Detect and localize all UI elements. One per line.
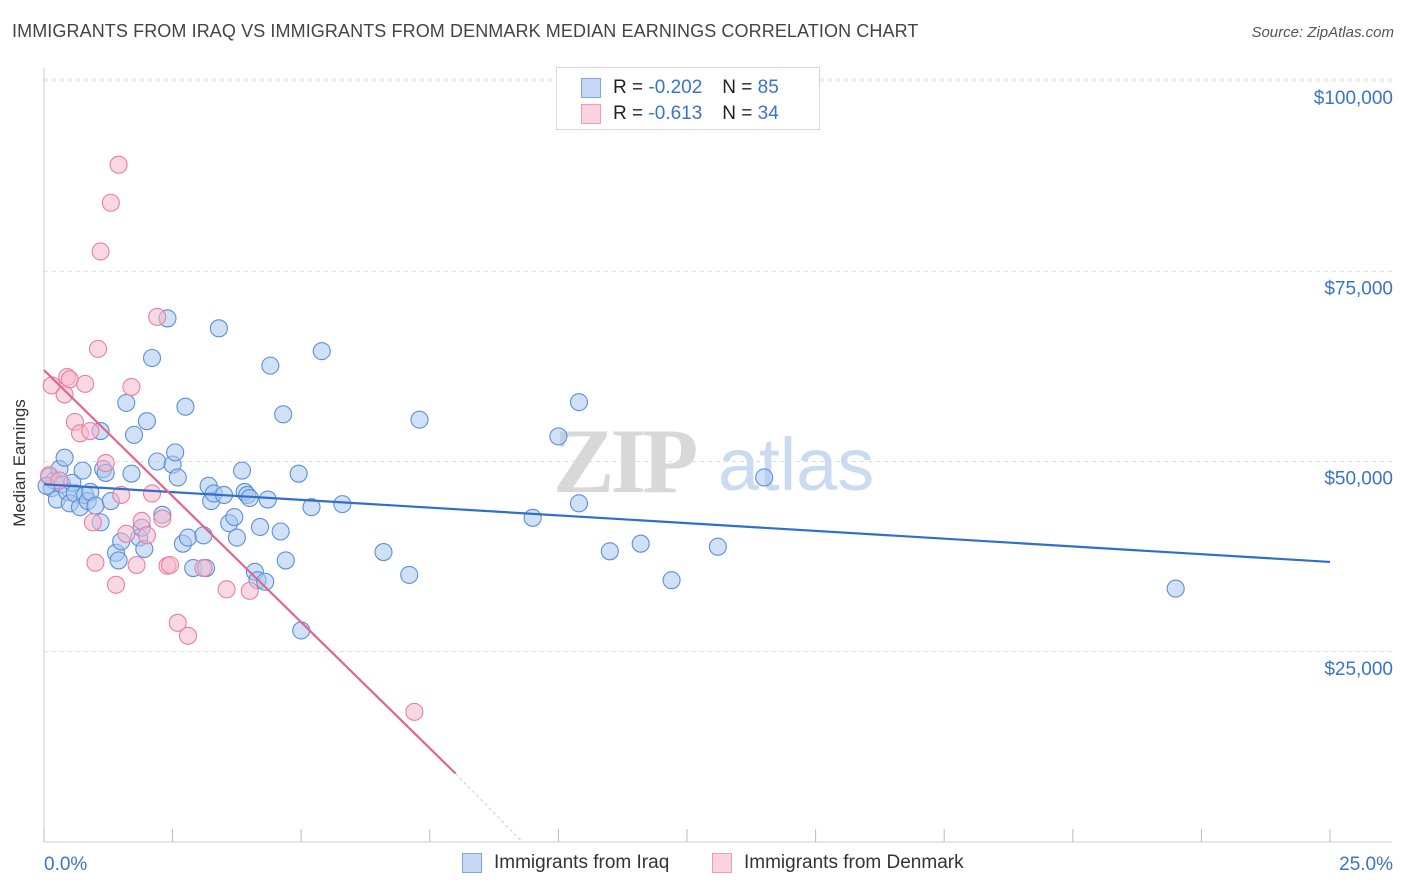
data-point-denmark xyxy=(102,194,119,211)
data-point-denmark xyxy=(87,554,104,571)
data-point-denmark xyxy=(128,556,145,573)
data-point-iraq xyxy=(228,529,245,546)
data-point-denmark xyxy=(154,510,171,527)
data-point-iraq xyxy=(313,343,330,360)
y-tick-label: $100,000 xyxy=(1314,88,1393,109)
data-point-denmark xyxy=(162,556,179,573)
data-point-iraq xyxy=(550,428,567,445)
data-point-iraq xyxy=(275,406,292,423)
n-label: N = xyxy=(722,77,752,99)
scatter-plot: ZIP atlas$25,000$50,000$75,000$100,0000.0… xyxy=(0,0,1406,892)
legend-item-iraq[interactable]: Immigrants from Iraq xyxy=(462,852,669,874)
data-point-denmark xyxy=(195,560,212,577)
legend-swatch-iraq xyxy=(462,853,482,873)
y-tick-label: $25,000 xyxy=(1324,659,1393,680)
r-value-denmark: -0.613 xyxy=(648,103,702,125)
data-point-iraq xyxy=(226,509,243,526)
data-point-iraq xyxy=(195,527,212,544)
data-point-iraq xyxy=(252,518,269,535)
series-legend: Immigrants from Iraq Immigrants from Den… xyxy=(0,852,1406,878)
data-point-denmark xyxy=(90,340,107,357)
data-point-iraq xyxy=(56,449,73,466)
data-point-denmark xyxy=(144,485,161,502)
data-point-iraq xyxy=(259,491,276,508)
y-tick-label: $50,000 xyxy=(1324,469,1393,490)
data-point-denmark xyxy=(118,525,135,542)
data-point-iraq xyxy=(663,572,680,589)
data-point-denmark xyxy=(123,378,140,395)
data-point-denmark xyxy=(61,371,78,388)
data-point-denmark xyxy=(56,386,73,403)
data-point-iraq xyxy=(123,465,140,482)
n-value-denmark: 34 xyxy=(758,103,779,125)
data-point-iraq xyxy=(169,469,186,486)
data-point-iraq xyxy=(126,426,143,443)
data-point-iraq xyxy=(601,543,618,560)
data-point-denmark xyxy=(149,308,166,325)
data-point-iraq xyxy=(149,453,166,470)
data-point-iraq xyxy=(262,357,279,374)
data-point-iraq xyxy=(709,538,726,555)
data-point-iraq xyxy=(272,523,289,540)
trend-extension-denmark xyxy=(456,774,523,842)
legend-row-iraq: R = -0.202 N = 85 xyxy=(581,75,779,101)
legend-label-iraq: Immigrants from Iraq xyxy=(494,852,669,874)
data-point-iraq xyxy=(234,462,251,479)
data-point-denmark xyxy=(218,581,235,598)
data-point-denmark xyxy=(77,375,94,392)
data-point-denmark xyxy=(138,527,155,544)
legend-swatch-iraq xyxy=(581,78,601,98)
data-point-iraq xyxy=(210,320,227,337)
legend-item-denmark[interactable]: Immigrants from Denmark xyxy=(712,852,964,874)
watermark-atlas: atlas xyxy=(718,423,874,506)
y-tick-label: $75,000 xyxy=(1324,278,1393,299)
data-point-iraq xyxy=(524,509,541,526)
data-point-iraq xyxy=(177,398,194,415)
data-point-iraq xyxy=(411,411,428,428)
data-point-denmark xyxy=(97,455,114,472)
data-point-iraq xyxy=(293,622,310,639)
data-point-iraq xyxy=(110,552,127,569)
data-point-iraq xyxy=(87,497,104,514)
data-point-iraq xyxy=(138,413,155,430)
data-point-iraq xyxy=(570,495,587,512)
trend-line-denmark xyxy=(44,370,456,773)
data-point-denmark xyxy=(406,703,423,720)
data-point-iraq xyxy=(167,444,184,461)
r-value-iraq: -0.202 xyxy=(648,77,702,99)
data-point-iraq xyxy=(74,462,91,479)
r-label: R = xyxy=(613,77,643,99)
data-point-denmark xyxy=(82,423,99,440)
data-point-iraq xyxy=(1167,580,1184,597)
data-point-iraq xyxy=(118,394,135,411)
data-point-iraq xyxy=(570,394,587,411)
legend-swatch-denmark xyxy=(581,104,601,124)
legend-row-denmark: R = -0.613 N = 34 xyxy=(581,101,779,127)
data-point-denmark xyxy=(84,514,101,531)
data-point-iraq xyxy=(180,529,197,546)
data-point-denmark xyxy=(180,627,197,644)
data-point-iraq xyxy=(334,496,351,513)
correlation-legend: R = -0.202 N = 85 R = -0.613 N = 34 xyxy=(556,67,820,130)
data-point-iraq xyxy=(756,469,773,486)
data-point-iraq xyxy=(144,350,161,367)
data-point-iraq xyxy=(375,544,392,561)
legend-label-denmark: Immigrants from Denmark xyxy=(744,852,964,874)
y-axis-label: Median Earnings xyxy=(10,399,30,527)
data-point-denmark xyxy=(110,156,127,173)
data-point-iraq xyxy=(632,535,649,552)
data-point-denmark xyxy=(241,582,258,599)
data-point-iraq xyxy=(401,566,418,583)
n-label: N = xyxy=(722,103,752,125)
data-point-denmark xyxy=(92,243,109,260)
data-point-iraq xyxy=(277,552,294,569)
data-point-denmark xyxy=(108,576,125,593)
r-label: R = xyxy=(613,103,643,125)
n-value-iraq: 85 xyxy=(758,77,779,99)
data-point-iraq xyxy=(290,465,307,482)
legend-swatch-denmark xyxy=(712,853,732,873)
